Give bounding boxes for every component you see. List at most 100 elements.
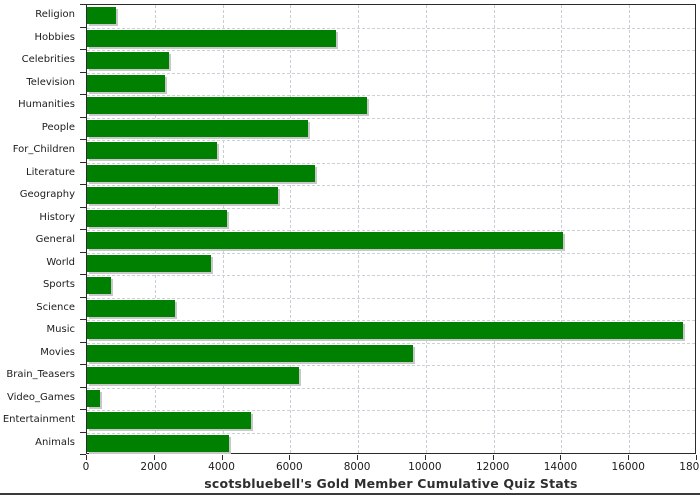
y-axis-label-entertainment: Entertainment [2,414,75,425]
bar-movies [87,344,413,362]
y-axis-label-history: History [39,211,75,223]
bar-entertainment [87,412,251,429]
gridline-horizontal [87,252,695,254]
y-axis-tick [80,161,86,163]
y-axis-tick [80,139,86,140]
x-axis-tick [424,455,426,460]
bar-hobbies [87,29,337,47]
gridline-vertical [425,5,427,453]
y-axis-tick [80,4,86,5]
gridline-horizontal [87,95,695,96]
bar-geography [87,187,278,204]
y-axis-tick [80,251,86,253]
bar-people [87,119,308,137]
plot-area [86,4,696,454]
y-axis-label-literature: Literature [26,166,75,178]
bar-religion [87,7,117,24]
gridline-horizontal [87,432,695,434]
y-axis-label-television: Television [26,76,75,88]
gridline-horizontal [87,410,695,411]
y-axis-label-world: World [46,256,75,268]
y-axis-label-music: Music [46,324,75,335]
bar-brain_teasers [87,367,299,384]
gridline-horizontal [87,230,695,231]
gridline-vertical [358,5,360,453]
y-axis-tick [80,296,86,298]
x-axis-tick [357,455,359,460]
gridline-horizontal [87,140,695,141]
y-axis-tick [80,341,86,343]
gridline-vertical [561,5,563,453]
bar-celebrities [87,52,169,69]
y-axis-tick [80,386,86,388]
bar-science [87,299,176,317]
gridline-horizontal [87,387,695,389]
bar-literature [87,164,316,182]
y-axis-tick [80,116,86,118]
bar-video_games [87,389,100,407]
gridline-horizontal [87,72,695,74]
y-axis-tick [80,206,86,208]
y-axis-tick [80,454,86,455]
bar-general [87,232,564,249]
y-axis-label-video_games: Video_Games [7,391,75,403]
x-axis-tick-label: 16000 [611,461,645,473]
gridline-horizontal [87,297,695,299]
bar-history [87,209,227,227]
y-axis-tick [80,431,86,433]
y-axis-tick [80,274,86,275]
y-axis-tick [80,319,86,320]
x-axis-tick [560,455,562,460]
y-axis-tick [80,184,86,185]
gridline-vertical [629,5,631,453]
gridline-vertical [154,5,156,453]
x-axis-tick-label: 2000 [140,461,168,473]
y-axis-tick [80,49,86,50]
x-axis-tick [628,455,630,460]
y-axis-tick [80,26,86,28]
bar-animals [87,434,230,452]
x-axis-tick-label: 6000 [275,461,303,473]
x-axis-tick-label: 14000 [543,461,578,473]
gridline-horizontal [87,275,695,276]
gridline-horizontal [87,117,695,119]
y-axis-tick [80,229,86,230]
gridline-vertical [290,5,292,453]
x-axis-tick-label: 4000 [208,461,235,473]
y-axis-label-science: Science [36,301,75,313]
x-axis-tick-label: 8000 [343,461,371,473]
gridline-vertical [493,5,495,453]
gridline-horizontal [87,185,695,186]
bar-music [87,322,684,339]
gridline-vertical [222,5,224,453]
y-axis-label-animals: Animals [35,436,75,448]
y-axis-label-humanities: Humanities [18,99,75,110]
x-axis-tick [492,455,494,460]
y-axis-tick [80,94,86,95]
gridline-horizontal [87,207,695,209]
x-axis-tick [289,455,291,460]
y-axis-label-geography: Geography [19,189,75,200]
bar-sports [87,277,112,294]
gridline-horizontal [87,320,695,321]
x-axis-tick-label: 18000 [679,461,700,473]
x-axis-tick [86,455,87,460]
bar-humanities [87,97,367,114]
y-axis-label-for_children: For_Children [12,144,75,155]
x-axis-tick [153,455,155,460]
bottom-divider-line [0,493,700,495]
y-axis-label-people: People [41,121,75,133]
gridline-horizontal [87,27,695,29]
y-axis-label-movies: Movies [40,346,75,358]
y-axis-tick [80,71,86,73]
y-axis-label-hobbies: Hobbies [34,31,75,43]
bar-for_children [87,142,218,159]
x-axis-tick [696,455,697,460]
y-axis-label-sports: Sports [42,279,75,290]
x-axis-tick [221,455,223,460]
gridline-horizontal [87,50,695,51]
bar-television [87,74,166,92]
y-axis-tick [80,409,86,410]
gridline-horizontal [87,365,695,366]
